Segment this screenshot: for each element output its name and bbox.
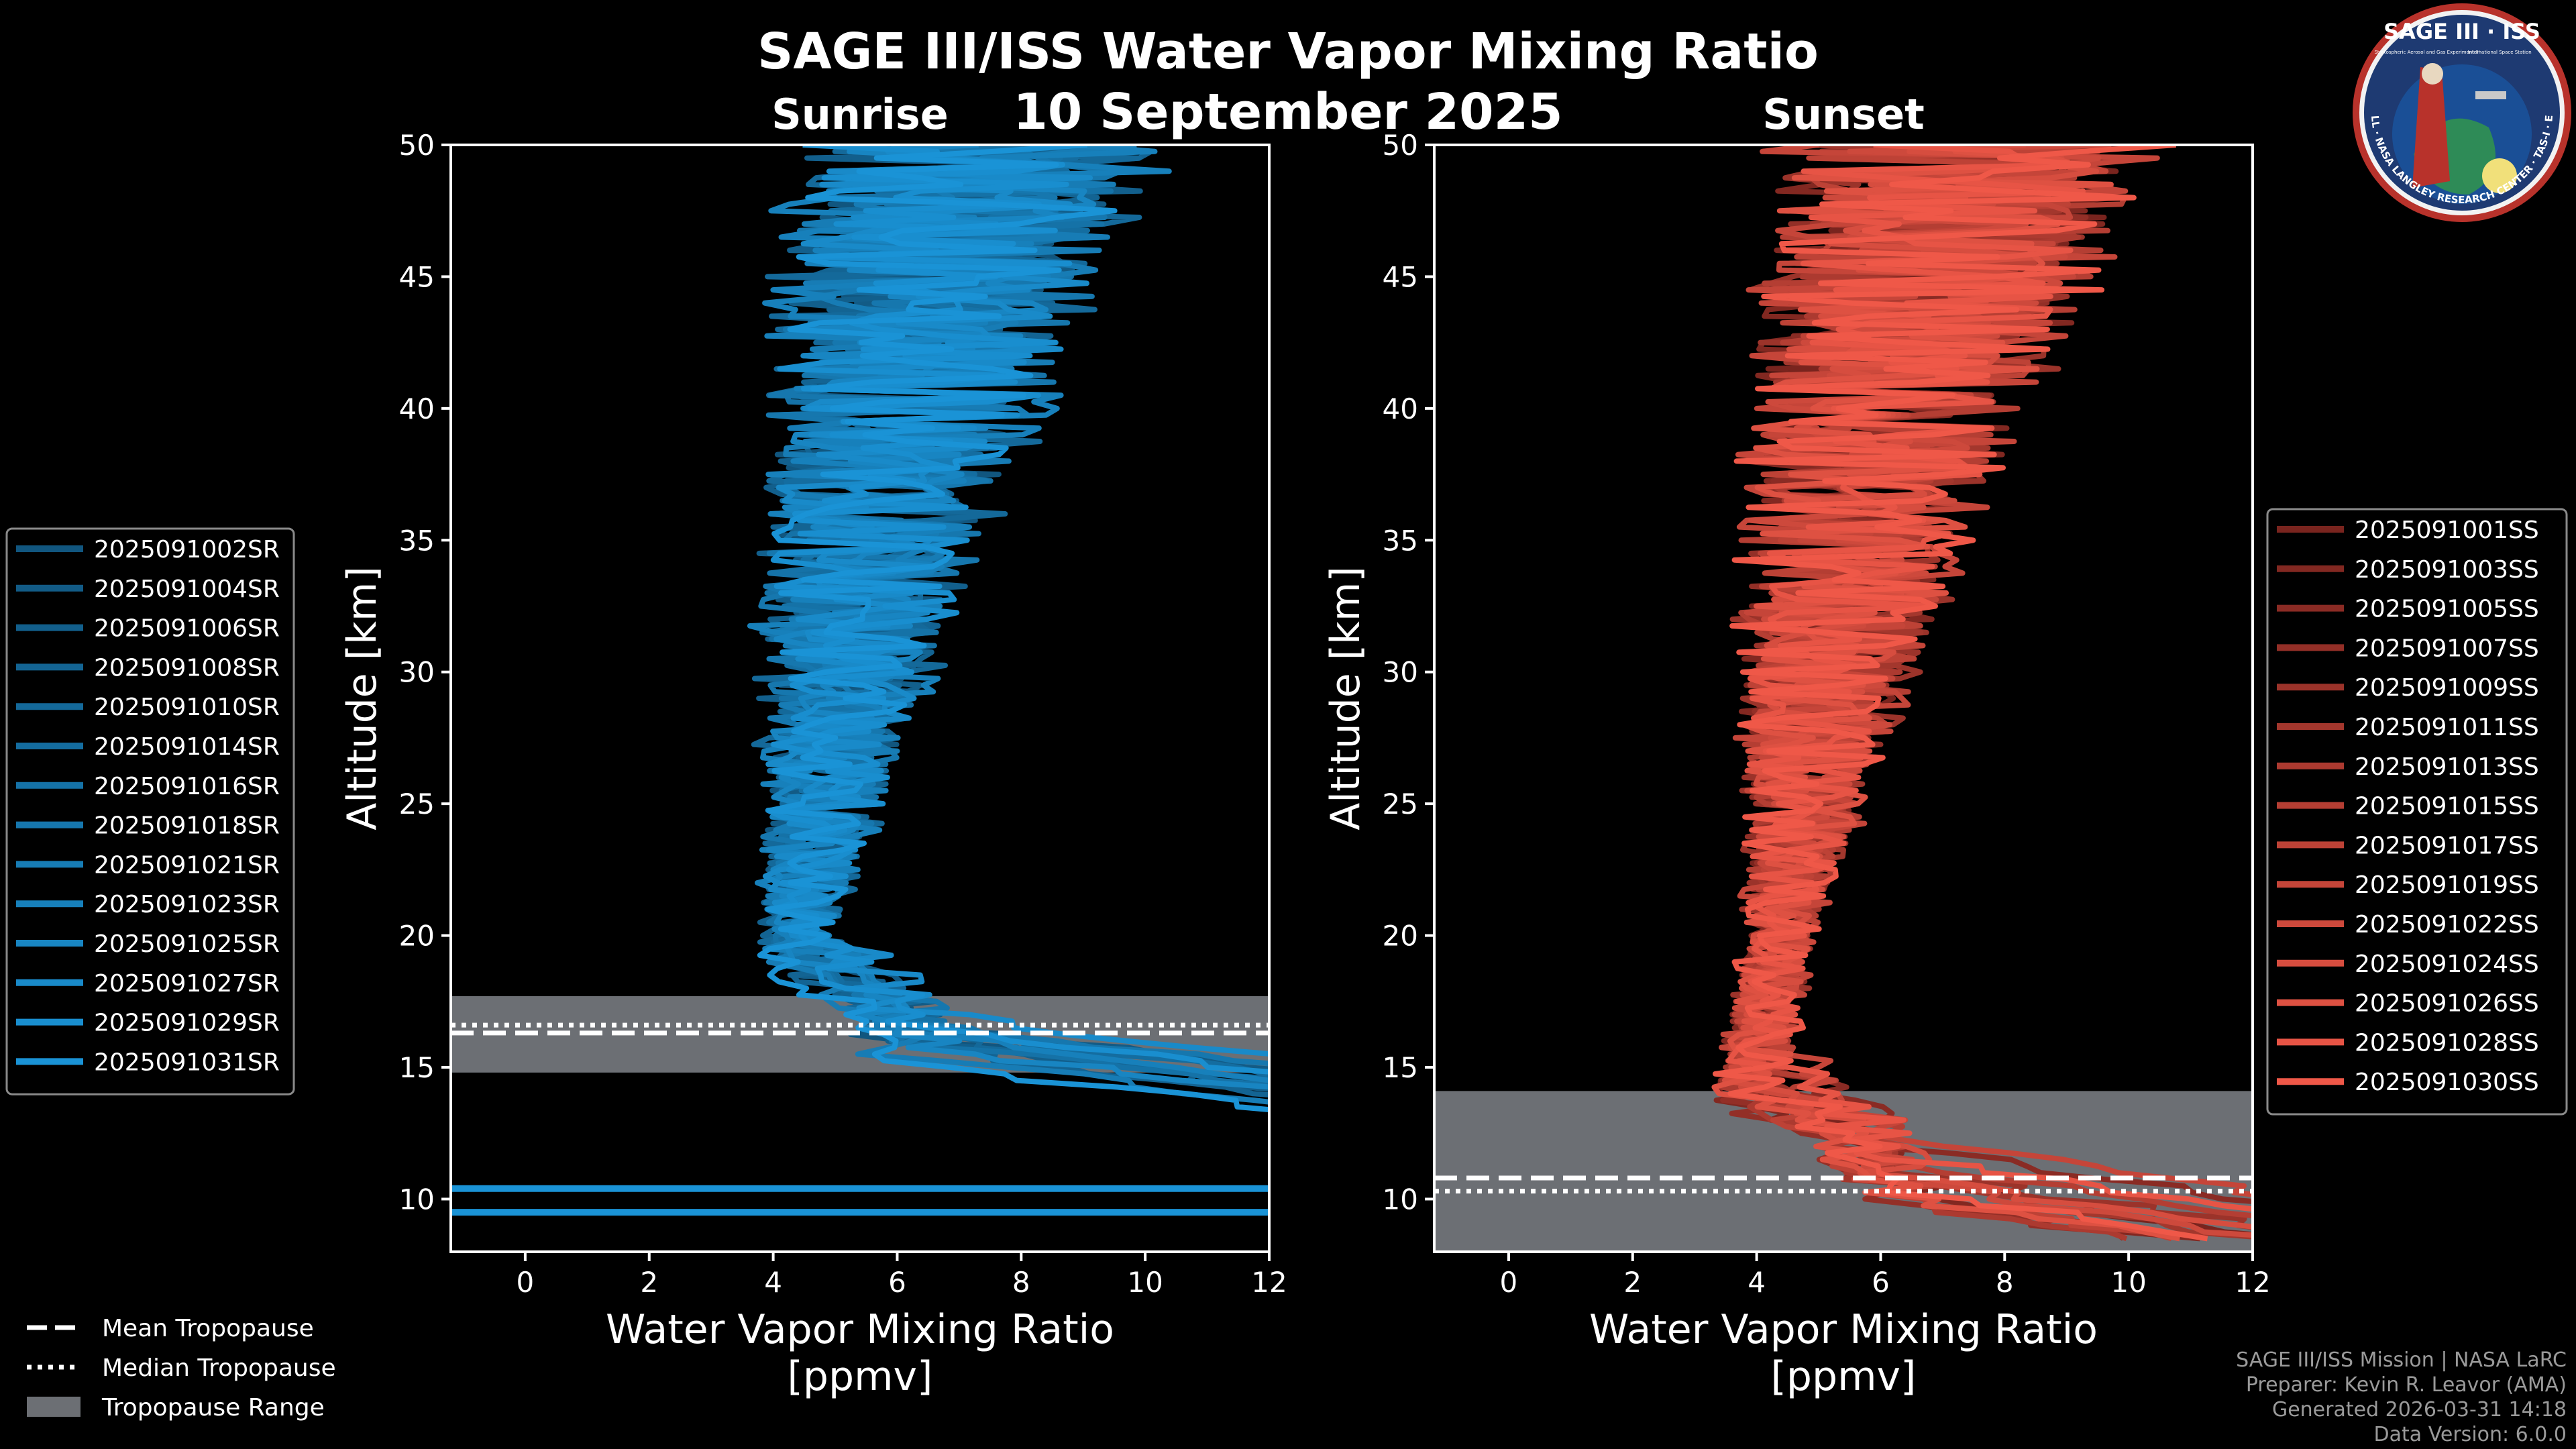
logo-small-right: International Space Station: [2467, 50, 2531, 55]
scientist-figure-icon: [2412, 67, 2450, 188]
x-tick-label: 0: [1500, 1266, 1518, 1299]
x-tick-label: 10: [2110, 1266, 2146, 1299]
legend-item: 2025091031SR: [94, 1049, 280, 1076]
credit-version: Data Version: 6.0.0: [2374, 1423, 2567, 1446]
sunrise-panel: 0 2 4 6 8 10 12 10 15 20 25 30 35 40 45 50 Altitude [k…: [339, 129, 1287, 1400]
x-tick-label: 6: [888, 1266, 906, 1299]
legend-item: 2025091002SR: [94, 536, 280, 564]
profile-line: [765, 145, 1269, 1105]
sunset-y-axis-label: Altitude [km]: [1322, 566, 1369, 830]
y-tick-label: 35: [399, 524, 435, 557]
iss-icon: [2475, 91, 2506, 99]
y-tick-label: 35: [1383, 524, 1418, 557]
y-tick-label: 40: [399, 392, 435, 425]
logo-title: SAGE III · ISS: [2383, 19, 2540, 44]
y-tick-label: 45: [399, 260, 435, 293]
tropopause-range-swatch: [27, 1397, 80, 1417]
y-tick-label: 10: [399, 1183, 435, 1216]
credit-preparer: Preparer: Kevin R. Leavor (AMA): [2246, 1373, 2567, 1397]
credit-generated: Generated 2026-03-31 14:18: [2272, 1398, 2567, 1421]
legend-item: 2025091017SS: [2355, 832, 2539, 859]
legend-item: 2025091001SS: [2355, 517, 2539, 544]
tropopause-legend-item: Mean Tropopause: [102, 1315, 314, 1342]
x-tick-label: 6: [1872, 1266, 1890, 1299]
legend-item: 2025091018SR: [94, 812, 280, 840]
legend-item: 2025091011SS: [2355, 714, 2539, 741]
legend-item: 2025091015SS: [2355, 793, 2539, 820]
y-tick-label: 15: [399, 1051, 435, 1084]
y-tick-label: 20: [399, 920, 435, 953]
figure-date: 10 September 2025: [1013, 83, 1562, 141]
x-tick-label: 2: [640, 1266, 658, 1299]
legend-item: 2025091016SR: [94, 773, 280, 800]
legend-item: 2025091014SR: [94, 733, 280, 761]
sunrise-axes-frame: [449, 144, 1271, 1253]
tropopause-legend-item: Median Tropopause: [102, 1354, 336, 1382]
tropopause-legend: Mean Tropopause Median Tropopause Tropopau…: [27, 1315, 336, 1421]
figure-title: SAGE III/ISS Water Vapor Mixing Ratio: [757, 23, 1819, 80]
sun-icon: [2482, 158, 2517, 193]
legend-item: 2025091005SS: [2355, 596, 2539, 623]
credit-mission: SAGE III/ISS Mission | NASA LaRC: [2236, 1348, 2567, 1372]
legend-item: 2025091029SR: [94, 1010, 280, 1037]
legend-item: 2025091007SS: [2355, 635, 2539, 662]
profile-line: [747, 145, 1269, 1083]
right-panel-title: Sunset: [1762, 90, 1925, 139]
profile-line: [1726, 145, 2253, 1212]
legend-item: 2025091009SS: [2355, 674, 2539, 702]
x-tick-label: 8: [1996, 1266, 2014, 1299]
logo-small-left: Stratospheric Aerosol and Gas Experiment…: [2374, 50, 2479, 55]
legend-item: 2025091003SS: [2355, 556, 2539, 584]
x-tick-label: 8: [1012, 1266, 1030, 1299]
x-tick-label: 4: [764, 1266, 782, 1299]
x-tick-label: 4: [1748, 1266, 1766, 1299]
y-tick-label: 10: [1383, 1183, 1418, 1216]
sunset-x-axis-label: Water Vapor Mixing Ratio [ppmv]: [1589, 1306, 2098, 1400]
legend-item: 2025091023SR: [94, 891, 280, 918]
y-tick-label: 50: [1383, 129, 1418, 162]
profile-line: [765, 145, 1269, 1090]
y-tick-label: 20: [1383, 920, 1418, 953]
legend-item: 2025091025SR: [94, 930, 280, 958]
legend-item: 2025091008SR: [94, 654, 280, 682]
y-tick-label: 50: [399, 129, 435, 162]
legend-item: 2025091024SS: [2355, 951, 2539, 978]
legend-item: 2025091028SS: [2355, 1029, 2539, 1057]
sunset-legend: 2025091001SS 2025091003SS 2025091005SS 2025…: [2266, 508, 2568, 1116]
sunset-panel: 0 2 4 6 8 10 12 10 15 20 25 30 35 40 45 50 Altitude [k…: [1322, 129, 2271, 1400]
sunrise-x-axis-label: Water Vapor Mixing Ratio [ppmv]: [606, 1306, 1114, 1400]
legend-item: 2025091010SR: [94, 694, 280, 721]
sunrise-y-axis-label: Altitude [km]: [339, 566, 386, 830]
x-tick-label: 12: [2235, 1266, 2270, 1299]
legend-item: 2025091026SS: [2355, 990, 2539, 1018]
x-tick-label: 0: [517, 1266, 535, 1299]
y-tick-label: 25: [1383, 788, 1418, 820]
sunset-axes-frame: [1433, 144, 2254, 1253]
y-tick-label: 30: [1383, 656, 1418, 689]
x-tick-label: 2: [1623, 1266, 1642, 1299]
y-tick-label: 40: [1383, 392, 1418, 425]
legend-item: 2025091030SS: [2355, 1069, 2539, 1096]
legend-item: 2025091022SS: [2355, 911, 2539, 938]
tropopause-legend-item: Tropopause Range: [101, 1394, 325, 1421]
legend-item: 2025091004SR: [94, 576, 280, 603]
legend-item: 2025091019SS: [2355, 871, 2539, 899]
y-tick-label: 45: [1383, 260, 1418, 293]
profile-line: [762, 145, 1269, 1057]
legend-item: 2025091006SR: [94, 615, 280, 643]
x-tick-label: 12: [1251, 1266, 1287, 1299]
legend-item: 2025091021SR: [94, 851, 280, 879]
x-tick-label: 10: [1127, 1266, 1163, 1299]
y-tick-label: 15: [1383, 1051, 1418, 1084]
left-panel-title: Sunrise: [771, 90, 949, 139]
profile-line: [757, 145, 1269, 1113]
sunrise-legend: 2025091002SR 2025091004SR 2025091006SR 2025…: [5, 527, 295, 1095]
y-tick-label: 30: [399, 656, 435, 689]
legend-item: 2025091013SS: [2355, 753, 2539, 781]
profile-line: [1713, 145, 2208, 1242]
y-tick-label: 25: [399, 788, 435, 820]
profile-line: [765, 145, 1269, 1075]
legend-item: 2025091027SR: [94, 970, 280, 998]
